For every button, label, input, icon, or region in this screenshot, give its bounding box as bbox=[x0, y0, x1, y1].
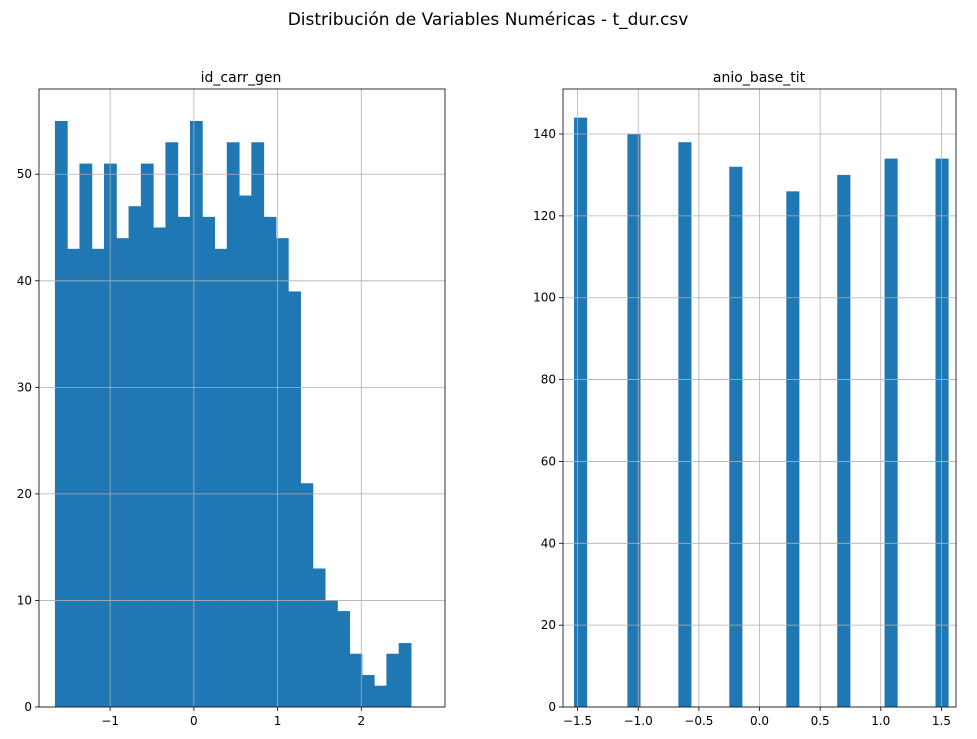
bar-0 bbox=[54, 120, 68, 707]
bar-5 bbox=[116, 238, 130, 707]
panel-title-anio-base-tit: anio_base_tit bbox=[713, 70, 806, 86]
x-tick-label-4: 0.5 bbox=[811, 714, 830, 728]
y-tick-label-2: 40 bbox=[541, 536, 556, 550]
bar-5 bbox=[837, 174, 851, 707]
y-tick-label-3: 60 bbox=[541, 454, 556, 468]
bar-10 bbox=[177, 216, 191, 708]
gridlines bbox=[563, 89, 956, 708]
bar-3 bbox=[729, 166, 743, 707]
bar-28 bbox=[398, 643, 412, 707]
bar-24 bbox=[349, 653, 363, 707]
bar-2 bbox=[678, 142, 692, 707]
bar-13 bbox=[214, 248, 228, 708]
bar-19 bbox=[288, 291, 301, 707]
bar-17 bbox=[263, 216, 277, 708]
y-tick-label-0: 0 bbox=[548, 700, 556, 714]
y-tick-label-5: 100 bbox=[533, 291, 556, 305]
y-tick-label-7: 140 bbox=[533, 127, 556, 141]
bar-7 bbox=[140, 163, 154, 708]
y-tick-label-2: 20 bbox=[17, 487, 32, 501]
x-tick-label-1: −1.0 bbox=[624, 714, 653, 728]
y-tick-label-6: 120 bbox=[533, 209, 556, 223]
bar-22 bbox=[325, 600, 338, 707]
bar-20 bbox=[300, 483, 314, 707]
y-tick-label-1: 10 bbox=[17, 593, 32, 607]
gridlines bbox=[39, 89, 445, 708]
x-tick-label-5: 1.0 bbox=[871, 714, 890, 728]
bar-27 bbox=[386, 653, 400, 707]
bar-11 bbox=[189, 120, 203, 707]
bar-2 bbox=[79, 163, 93, 708]
bar-3 bbox=[91, 248, 105, 708]
bar-25 bbox=[361, 675, 375, 707]
bars bbox=[54, 120, 412, 708]
x-tick-label-3: 0.0 bbox=[750, 714, 769, 728]
y-tick-label-3: 30 bbox=[17, 380, 32, 394]
bar-23 bbox=[337, 611, 351, 707]
bar-26 bbox=[374, 685, 387, 707]
y-tick-label-1: 20 bbox=[541, 618, 556, 632]
bar-21 bbox=[312, 568, 326, 707]
bar-6 bbox=[128, 206, 142, 707]
y-tick-label-4: 40 bbox=[17, 274, 32, 288]
bar-16 bbox=[251, 142, 265, 707]
bar-1 bbox=[67, 248, 80, 708]
bar-18 bbox=[275, 238, 289, 707]
y-tick-label-0: 0 bbox=[24, 700, 32, 714]
bar-6 bbox=[884, 158, 898, 707]
bar-8 bbox=[153, 227, 166, 707]
bar-15 bbox=[239, 195, 252, 707]
x-tick-label-0: −1 bbox=[101, 714, 119, 728]
bar-14 bbox=[226, 142, 240, 707]
bar-0 bbox=[574, 117, 588, 708]
bar-9 bbox=[165, 142, 179, 707]
panel-title-id-carr-gen: id_carr_gen bbox=[201, 70, 282, 86]
bar-7 bbox=[935, 158, 949, 707]
bar-4 bbox=[786, 191, 800, 708]
figure-title: Distribución de Variables Numéricas - t_… bbox=[288, 10, 689, 30]
x-tick-label-2: 1 bbox=[274, 714, 282, 728]
axes-frame bbox=[38, 88, 446, 708]
histogram-panel-anio-base-tit: anio_base_tit −1.5 −1.0 −0.5 0.0 0.5 1.0 1.5 0 2… bbox=[533, 70, 957, 728]
x-tick-label-2: −0.5 bbox=[684, 714, 713, 728]
x-tick-label-6: 1.5 bbox=[932, 714, 951, 728]
y-tick-label-4: 80 bbox=[541, 373, 556, 387]
x-tick-label-1: 0 bbox=[190, 714, 198, 728]
x-tick-label-3: 2 bbox=[357, 714, 365, 728]
bar-1 bbox=[627, 134, 641, 707]
bar-12 bbox=[202, 216, 216, 708]
y-tick-label-5: 50 bbox=[17, 167, 32, 181]
x-tick-label-0: −1.5 bbox=[563, 714, 592, 728]
